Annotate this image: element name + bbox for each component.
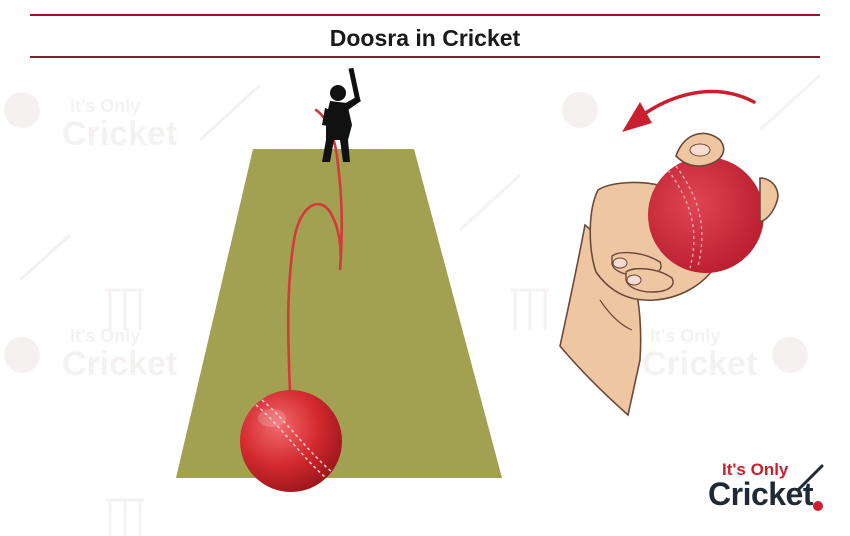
doosra-trajectory	[286, 108, 344, 395]
watermark-text: Cricket	[62, 115, 177, 153]
watermark-text: It's Only	[70, 96, 140, 116]
logo-wordmark: Cricket	[708, 476, 814, 512]
curved-arrow-icon	[622, 89, 756, 132]
logo-tagline: It's Only	[722, 460, 789, 479]
watermark-text: It's Only	[650, 326, 720, 346]
batsman-silhouette-icon	[322, 67, 361, 162]
logo-bat-icon	[796, 464, 824, 511]
watermark-text: It's Only	[70, 326, 140, 346]
brand-logo: It's Only Cricket	[706, 460, 830, 522]
cricket-pitch	[176, 149, 502, 478]
page-title: Doosra in Cricket	[330, 25, 521, 51]
watermark-pattern: It's Only Cricket It's Only Cricket It's…	[4, 73, 822, 536]
watermark-text: Cricket	[62, 345, 177, 383]
cricket-ball-icon	[240, 390, 342, 492]
bowler-hand-icon	[559, 132, 779, 417]
watermark-text: Cricket	[642, 345, 757, 383]
title-bar: Doosra in Cricket	[30, 14, 820, 58]
